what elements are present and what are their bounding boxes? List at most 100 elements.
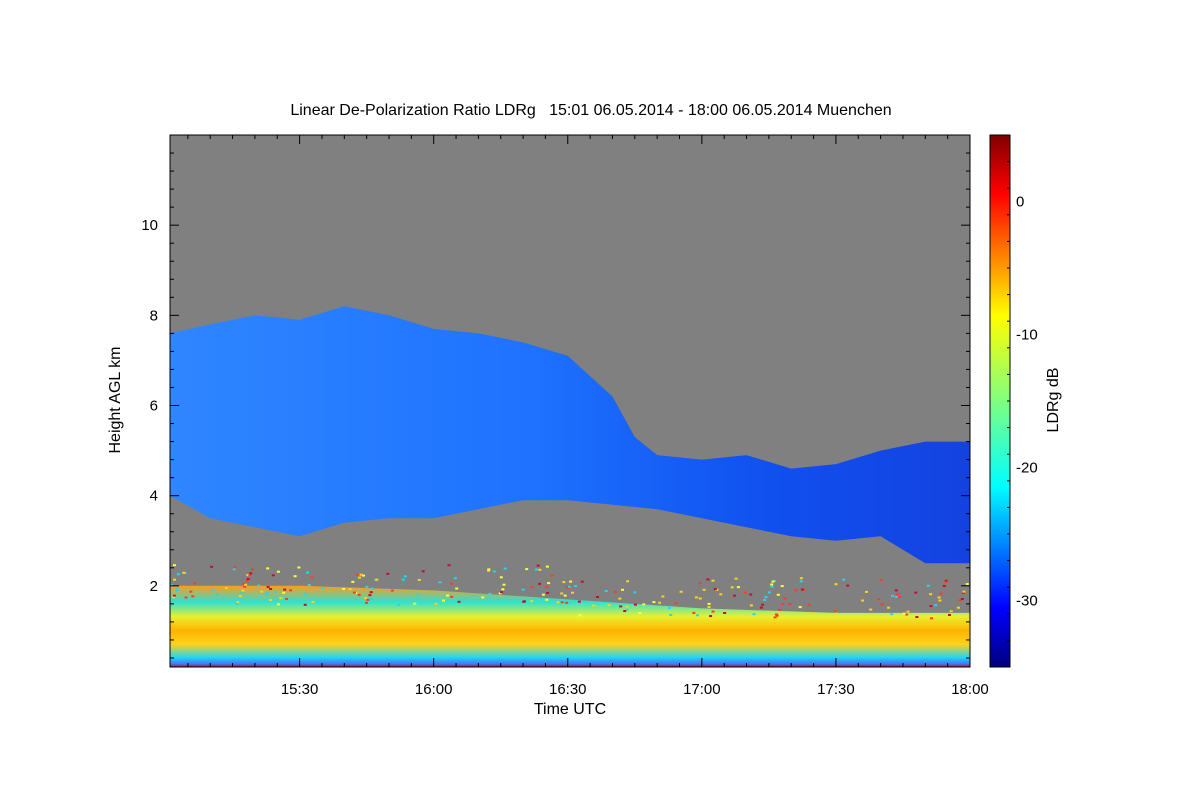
speckle <box>499 576 503 579</box>
speckle <box>279 597 283 600</box>
speckle <box>236 601 240 604</box>
speckle <box>358 576 362 579</box>
speckle <box>321 586 325 589</box>
speckle <box>243 585 247 588</box>
speckle <box>265 593 269 596</box>
speckle <box>709 615 713 617</box>
speckle <box>193 582 197 585</box>
speckle <box>764 596 768 598</box>
speckle <box>962 590 966 593</box>
speckle <box>246 578 250 580</box>
speckle <box>711 610 715 613</box>
speckle <box>752 613 756 616</box>
speckle <box>240 591 244 594</box>
speckle <box>783 597 787 600</box>
speckle <box>535 568 538 571</box>
speckle <box>266 567 270 570</box>
speckle <box>545 565 549 568</box>
speckle <box>244 583 248 586</box>
speckle <box>879 578 883 581</box>
speckle <box>538 582 542 585</box>
speckle <box>770 583 774 586</box>
speckle <box>763 598 767 601</box>
speckle <box>277 603 280 606</box>
speckle <box>457 600 461 603</box>
speckle <box>723 612 727 614</box>
speckle <box>297 566 301 569</box>
colorbar-tick-label: -10 <box>1016 327 1038 344</box>
speckle <box>487 568 491 571</box>
speckle <box>702 588 706 591</box>
colorbar-label: LDRg dB <box>1045 368 1062 433</box>
speckle <box>173 578 176 581</box>
speckle <box>242 582 246 585</box>
speckle <box>365 585 369 588</box>
speckle <box>502 583 506 586</box>
speckle <box>642 603 646 606</box>
speckle <box>359 573 363 576</box>
speckle <box>530 586 534 589</box>
speckle <box>891 594 894 597</box>
speckle <box>353 591 356 594</box>
speckle <box>719 593 723 596</box>
speckle <box>550 574 554 577</box>
speckle <box>191 595 195 598</box>
speckle <box>968 616 970 619</box>
speckle <box>773 616 777 619</box>
speckle <box>730 586 734 589</box>
speckle <box>633 591 637 594</box>
y-tick-label: 6 <box>150 398 158 415</box>
speckle <box>707 602 711 605</box>
speckle <box>569 580 573 583</box>
speckle <box>421 570 425 573</box>
speckle <box>271 574 275 577</box>
speckle <box>743 591 747 594</box>
speckle <box>368 594 372 597</box>
speckle <box>434 602 438 605</box>
speckle <box>260 590 264 593</box>
speckle <box>773 579 777 582</box>
speckle <box>761 603 765 606</box>
speckle <box>390 589 394 592</box>
speckle <box>749 604 753 607</box>
speckle <box>233 566 237 569</box>
speckle <box>619 605 623 608</box>
speckle <box>956 606 960 609</box>
speckle <box>521 588 525 591</box>
x-axis: 15:30 16:00 16:30 17:00 17:30 18:00 <box>187 135 989 698</box>
speckle <box>500 591 503 594</box>
speckle <box>942 585 946 587</box>
speckle <box>538 568 542 571</box>
speckle <box>492 570 496 573</box>
speckle <box>776 593 780 596</box>
speckle <box>369 591 373 594</box>
speckle <box>487 569 491 572</box>
speckle <box>775 614 779 617</box>
colorbar-tick-label: -30 <box>1016 593 1038 610</box>
speckle <box>865 590 868 593</box>
y-axis: 2 4 6 8 10 <box>141 134 970 659</box>
speckle <box>172 594 176 597</box>
speckle <box>182 571 186 574</box>
speckle <box>887 606 890 609</box>
speckle <box>960 598 964 600</box>
speckle <box>238 595 242 598</box>
speckle <box>571 591 574 594</box>
speckle <box>306 571 309 574</box>
speckle <box>692 611 696 614</box>
speckle <box>623 610 627 612</box>
speckle <box>283 588 287 591</box>
speckle <box>759 606 763 609</box>
speckle <box>788 603 792 606</box>
speckle <box>276 570 280 573</box>
speckle <box>604 590 608 592</box>
speckle <box>694 596 698 599</box>
speckle <box>238 597 241 600</box>
colorbar-tick-label: -20 <box>1016 460 1038 477</box>
speckle <box>386 572 390 575</box>
x-axis-label: Time UTC <box>534 701 606 718</box>
speckle <box>711 579 715 582</box>
speckle <box>613 590 617 593</box>
speckle <box>545 586 549 588</box>
speckle <box>560 592 564 595</box>
